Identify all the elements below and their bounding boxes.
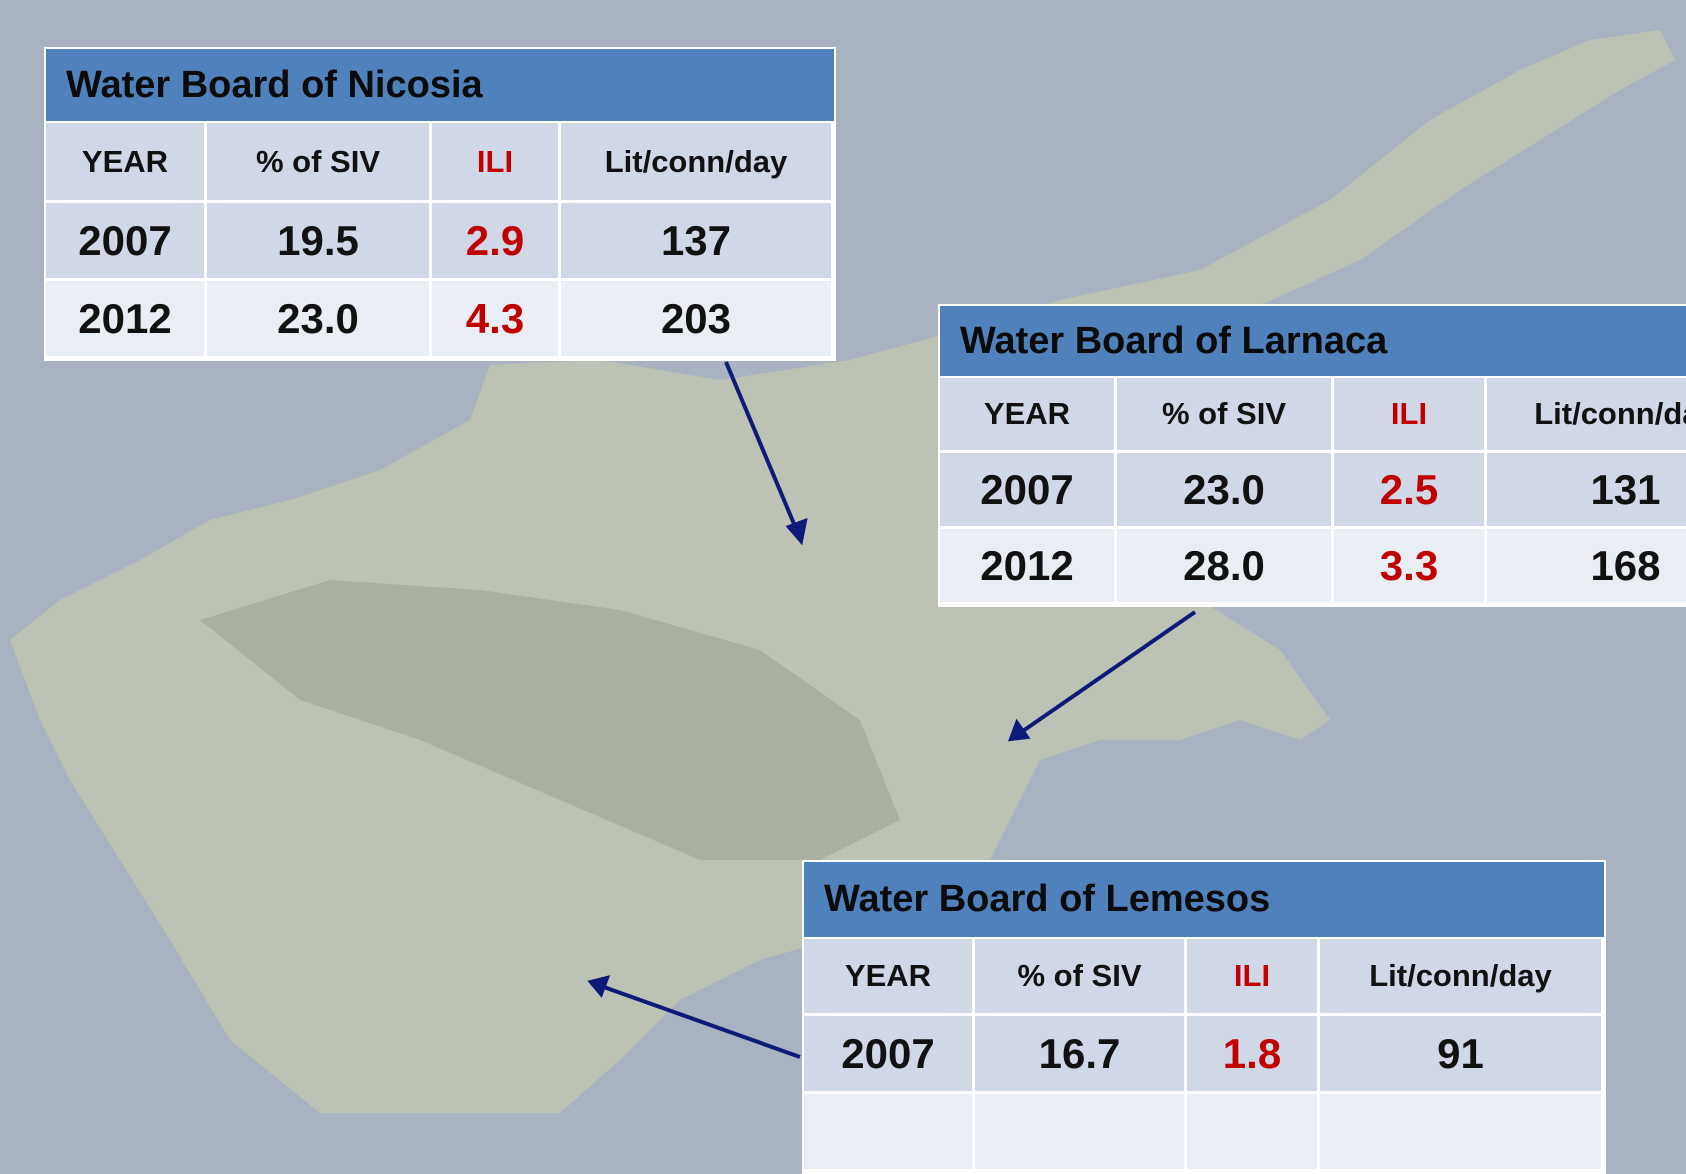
- header-cell: Lit/conn/day: [1487, 378, 1686, 453]
- data-cell: [975, 1094, 1187, 1172]
- header-cell: ILI: [1334, 378, 1487, 453]
- data-cell: 2007: [940, 453, 1117, 529]
- data-cell: 23.0: [1117, 453, 1334, 529]
- data-cell: 1.8: [1187, 1016, 1320, 1094]
- data-cell: 91: [1320, 1016, 1604, 1094]
- data-cell: 137: [561, 203, 834, 281]
- data-cell: [1187, 1094, 1320, 1172]
- data-cell: 23.0: [207, 281, 432, 359]
- header-cell: YEAR: [940, 378, 1117, 453]
- header-cell: ILI: [1187, 939, 1320, 1016]
- data-cell: 2.9: [432, 203, 561, 281]
- table-title: Water Board of Lemesos: [804, 862, 1604, 939]
- data-cell: 28.0: [1117, 529, 1334, 605]
- table-title: Water Board of Nicosia: [46, 49, 834, 123]
- header-cell: YEAR: [804, 939, 975, 1016]
- header-cell: % of SIV: [1117, 378, 1334, 453]
- data-cell: 2012: [46, 281, 207, 359]
- header-cell: % of SIV: [207, 123, 432, 203]
- header-cell: Lit/conn/day: [561, 123, 834, 203]
- data-cell: [804, 1094, 975, 1172]
- data-cell: [1320, 1094, 1604, 1172]
- data-cell: 2007: [46, 203, 207, 281]
- header-cell: ILI: [432, 123, 561, 203]
- data-cell: 2012: [940, 529, 1117, 605]
- data-cell: 16.7: [975, 1016, 1187, 1094]
- slide: {"tables": [ {"title": "Water Board of N…: [0, 0, 1686, 1113]
- data-row: [804, 1094, 1604, 1172]
- header-cell: % of SIV: [975, 939, 1187, 1016]
- data-cell: 2007: [804, 1016, 975, 1094]
- header-cell: Lit/conn/day: [1320, 939, 1604, 1016]
- data-cell: 203: [561, 281, 834, 359]
- header-cell: YEAR: [46, 123, 207, 203]
- data-cell: 131: [1487, 453, 1686, 529]
- data-cell: 2.5: [1334, 453, 1487, 529]
- data-cell: 19.5: [207, 203, 432, 281]
- data-cell: 3.3: [1334, 529, 1487, 605]
- data-cell: 4.3: [432, 281, 561, 359]
- table-title: Water Board of Larnaca: [940, 306, 1686, 378]
- data-cell: 168: [1487, 529, 1686, 605]
